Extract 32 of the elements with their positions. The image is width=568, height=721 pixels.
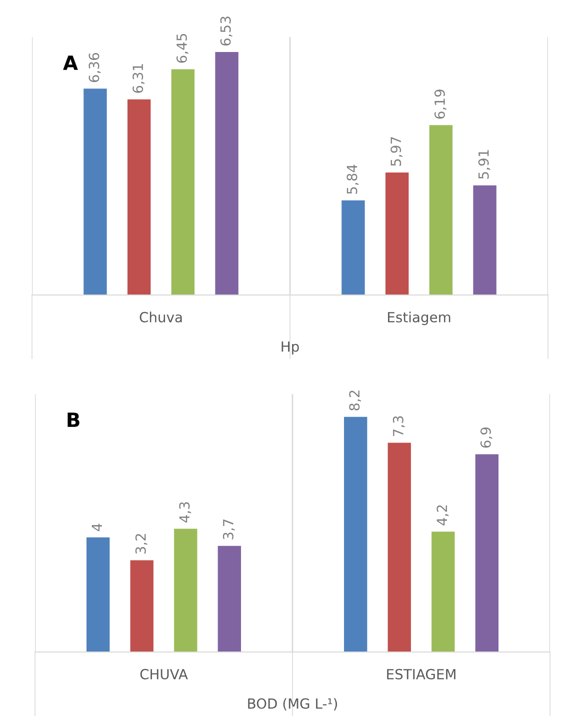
x-axis-title: Hp bbox=[282, 341, 299, 354]
data-label: 3,2 bbox=[135, 534, 148, 554]
x-axis-title: BOD (MG L-¹) bbox=[248, 698, 338, 710]
bar bbox=[174, 528, 198, 652]
data-label: 3,7 bbox=[222, 519, 235, 540]
data-label: 5,84 bbox=[346, 164, 359, 194]
annotation: A bbox=[63, 56, 78, 70]
data-label: 6,19 bbox=[434, 90, 446, 119]
bar bbox=[86, 537, 110, 652]
data-label: 8,2 bbox=[349, 390, 362, 410]
bar bbox=[432, 532, 455, 652]
data-label: 5,91 bbox=[478, 150, 490, 179]
bar bbox=[388, 442, 411, 652]
bar bbox=[130, 560, 154, 652]
bar bbox=[344, 416, 368, 652]
data-label: 4 bbox=[92, 524, 102, 532]
data-label: 4,3 bbox=[179, 502, 192, 522]
bar bbox=[218, 546, 241, 652]
annotation: B bbox=[68, 412, 80, 427]
data-label: 7,3 bbox=[392, 416, 405, 436]
data-label: 6,53 bbox=[220, 16, 232, 46]
data-label: 6,45 bbox=[176, 34, 188, 63]
x-tick-label: CHUVA bbox=[140, 668, 188, 680]
data-label: 5,97 bbox=[390, 137, 403, 166]
data-label: 6,36 bbox=[88, 52, 101, 82]
data-label: 6,9 bbox=[480, 428, 492, 448]
data-label: 6,31 bbox=[132, 64, 145, 93]
data-label: 4,2 bbox=[436, 505, 449, 526]
bar bbox=[475, 454, 498, 652]
x-tick-label: ESTIAGEM bbox=[387, 668, 456, 680]
x-tick-label: Chuva bbox=[140, 312, 182, 322]
x-tick-label: Estiagem bbox=[388, 312, 450, 326]
